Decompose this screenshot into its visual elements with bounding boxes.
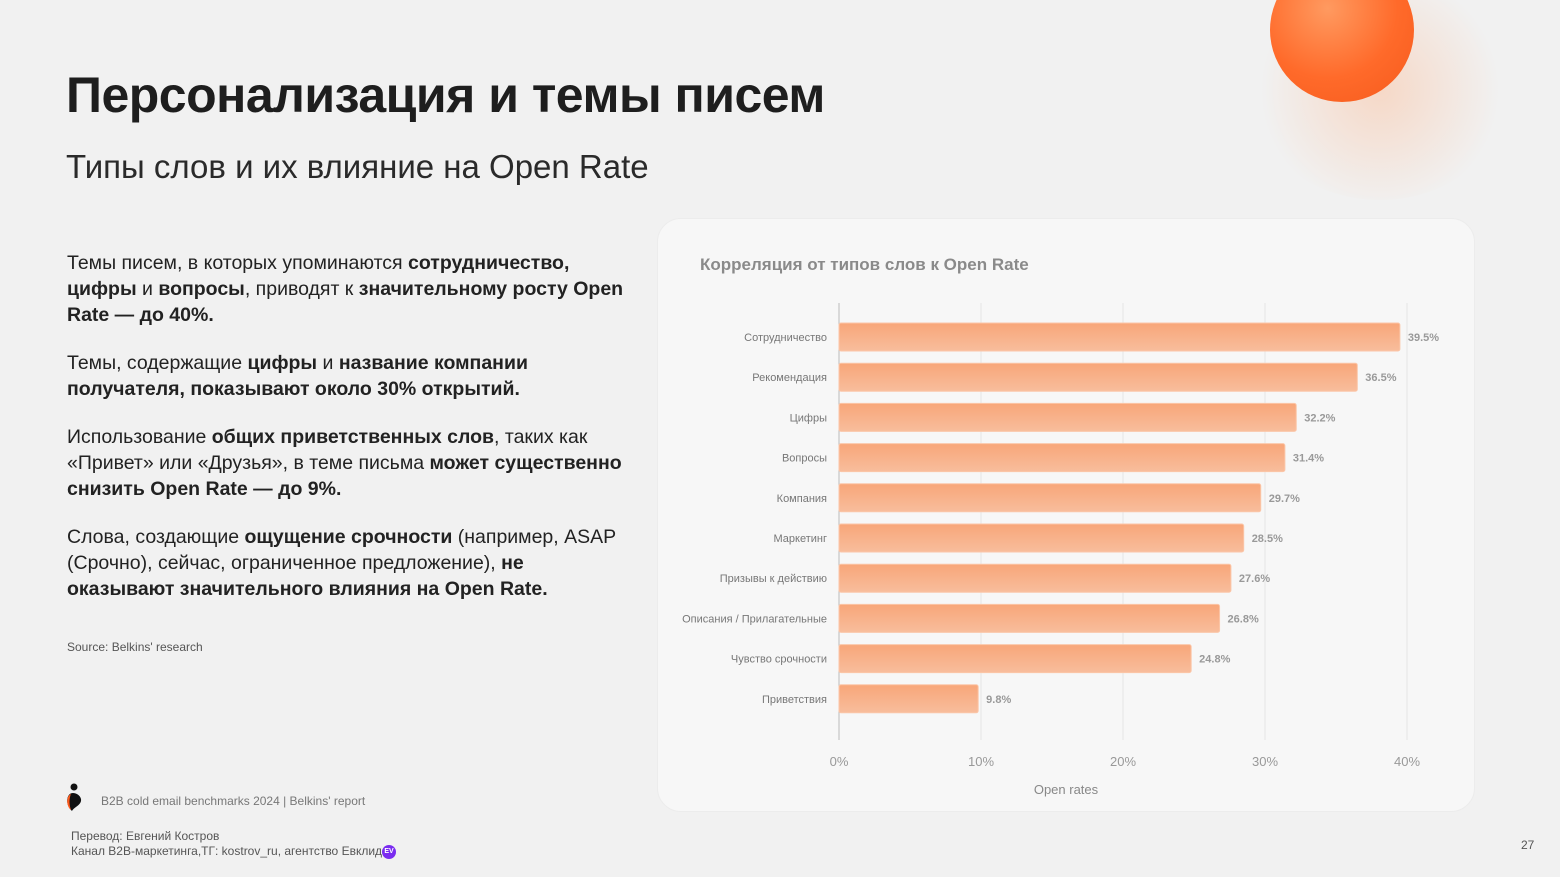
bold-text: не оказывают значительного влияния на Op… bbox=[67, 552, 548, 600]
x-tick-label: 20% bbox=[1110, 754, 1136, 769]
translator-credit: Перевод: Евгений Костров Канал B2B-марке… bbox=[71, 829, 397, 859]
category-label: Компания bbox=[777, 493, 827, 505]
data-label: 31.4% bbox=[1293, 453, 1324, 465]
text: (например, ASAP (Срочно), сейчас, ограни… bbox=[67, 526, 616, 574]
bold-text: может существенно снизить Open Rate — до… bbox=[67, 452, 622, 500]
bold-text: вопросы bbox=[158, 278, 245, 300]
bar bbox=[838, 443, 1286, 473]
data-label: 39.5% bbox=[1408, 332, 1439, 344]
bold-text: цифры bbox=[247, 352, 318, 374]
bold-text: сотрудничество, цифры bbox=[67, 252, 570, 300]
page-title: Персонализация и темы писем bbox=[66, 67, 825, 123]
chart-card bbox=[657, 218, 1475, 812]
category-label: Приветствия bbox=[762, 694, 827, 706]
text: Темы писем, в которых упоминаются bbox=[67, 252, 409, 274]
data-label: 36.5% bbox=[1365, 372, 1396, 384]
paragraph: Темы писем, в которых упоминаются сотруд… bbox=[67, 250, 627, 328]
data-label: 32.2% bbox=[1304, 412, 1335, 424]
x-tick-label: 10% bbox=[968, 754, 994, 769]
category-label: Призывы к действию bbox=[720, 573, 827, 585]
belkins-logo-icon bbox=[67, 783, 82, 811]
source-note: Source: Belkins' research bbox=[67, 640, 203, 654]
text: , приводят к bbox=[244, 278, 359, 300]
text: и bbox=[136, 278, 159, 300]
text: Слова, создающие bbox=[67, 526, 245, 548]
paragraph: Слова, создающие ощущение срочности (нап… bbox=[67, 524, 627, 602]
body-text: Темы писем, в которых упоминаются сотруд… bbox=[67, 250, 627, 624]
x-tick-label: 30% bbox=[1252, 754, 1278, 769]
data-label: 24.8% bbox=[1199, 654, 1230, 666]
bold-text: значительному росту Open Rate — до 40%. bbox=[67, 278, 624, 326]
bar bbox=[838, 603, 1221, 633]
bar bbox=[838, 563, 1232, 593]
bar bbox=[838, 684, 979, 714]
bar bbox=[838, 322, 1401, 352]
report-footer: B2B cold email benchmarks 2024 | Belkins… bbox=[101, 794, 366, 808]
bar bbox=[838, 523, 1245, 553]
data-label: 27.6% bbox=[1239, 573, 1270, 585]
x-tick-label: 0% bbox=[830, 754, 849, 769]
text: , таких как «Привет» или «Друзья», в тем… bbox=[67, 426, 588, 474]
bar bbox=[838, 644, 1192, 674]
paragraph: Использование общих приветственных слов,… bbox=[67, 424, 627, 502]
paragraph: Темы, содержащие цифры и название компан… bbox=[67, 350, 627, 402]
translator-text: Перевод: Евгений Костров bbox=[71, 829, 220, 843]
page-subtitle: Типы слов и их влияние на Open Rate bbox=[66, 148, 649, 185]
agency-badge-icon: EV bbox=[382, 844, 397, 859]
bar bbox=[838, 362, 1358, 392]
text: Темы, содержащие bbox=[67, 352, 248, 374]
data-label: 26.8% bbox=[1228, 613, 1259, 625]
category-label: Сотрудничество bbox=[744, 332, 827, 344]
category-label: Рекомендация bbox=[752, 372, 827, 384]
category-label: Описания / Прилагательные bbox=[682, 613, 827, 625]
data-label: 29.7% bbox=[1269, 493, 1300, 505]
category-label: Маркетинг bbox=[774, 533, 827, 545]
bar bbox=[838, 402, 1297, 432]
channel-text: Канал B2B-маркетинга,ТГ: kostrov_ru, аге… bbox=[71, 844, 383, 858]
page-number: 27 bbox=[1521, 838, 1535, 852]
data-label: 9.8% bbox=[986, 694, 1011, 706]
text: и bbox=[317, 352, 339, 374]
chart-title: Корреляция от типов слов к Open Rate bbox=[700, 255, 1029, 274]
category-label: Чувство срочности bbox=[731, 654, 827, 666]
bold-text: общих приветственных слов bbox=[211, 426, 495, 448]
x-tick-label: 40% bbox=[1394, 754, 1420, 769]
bar bbox=[838, 483, 1262, 513]
category-label: Вопросы bbox=[782, 453, 827, 465]
category-label: Цифры bbox=[790, 412, 827, 424]
bold-text: название компании получателя, показывают… bbox=[67, 352, 528, 400]
x-axis-label: Open rates bbox=[1034, 782, 1099, 797]
data-label: 28.5% bbox=[1252, 533, 1283, 545]
text: Использование bbox=[67, 426, 212, 448]
bold-text: ощущение срочности bbox=[244, 526, 453, 548]
